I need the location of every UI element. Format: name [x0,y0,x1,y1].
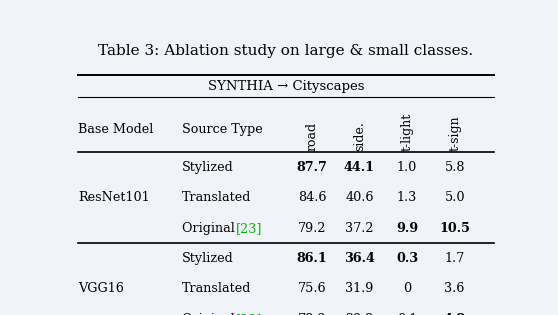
Text: 0.3: 0.3 [396,252,418,265]
Text: 78.9: 78.9 [297,313,326,315]
Text: 1.3: 1.3 [397,192,417,204]
Text: Original: Original [182,313,239,315]
Text: 0: 0 [403,282,411,295]
Text: 5.0: 5.0 [444,192,465,204]
Text: 1.7: 1.7 [445,252,465,265]
Text: 44.1: 44.1 [344,161,375,174]
Text: 37.2: 37.2 [345,222,374,235]
Text: [23]: [23] [235,222,262,235]
Text: side.: side. [353,121,366,151]
Text: 4.8: 4.8 [444,313,465,315]
Text: ResNet101: ResNet101 [78,192,150,204]
Text: road: road [305,122,319,151]
Text: Stylized: Stylized [182,161,234,174]
Text: SYNTHIA → Cityscapes: SYNTHIA → Cityscapes [208,80,364,93]
Text: 3.6: 3.6 [444,282,465,295]
Text: t-sign: t-sign [448,115,461,151]
Text: Original: Original [182,222,239,235]
Text: 84.6: 84.6 [297,192,326,204]
Text: 10.5: 10.5 [439,222,470,235]
Text: Base Model: Base Model [78,123,154,136]
Text: Source Type: Source Type [182,123,263,136]
Text: t-light: t-light [401,112,413,151]
Text: 29.2: 29.2 [345,313,374,315]
Text: 75.6: 75.6 [297,282,326,295]
Text: 87.7: 87.7 [296,161,328,174]
Text: 31.9: 31.9 [345,282,374,295]
Text: Stylized: Stylized [182,252,234,265]
Text: [23]: [23] [235,313,262,315]
Text: 79.2: 79.2 [297,222,326,235]
Text: 40.6: 40.6 [345,192,374,204]
Text: Translated: Translated [182,282,252,295]
Text: 0.1: 0.1 [397,313,417,315]
Text: VGG16: VGG16 [78,282,124,295]
Text: 36.4: 36.4 [344,252,375,265]
Text: Translated: Translated [182,192,252,204]
Text: 5.8: 5.8 [444,161,465,174]
Text: Table 3: Ablation study on large & small classes.: Table 3: Ablation study on large & small… [98,44,474,58]
Text: 86.1: 86.1 [296,252,328,265]
Text: 1.0: 1.0 [397,161,417,174]
Text: 9.9: 9.9 [396,222,418,235]
